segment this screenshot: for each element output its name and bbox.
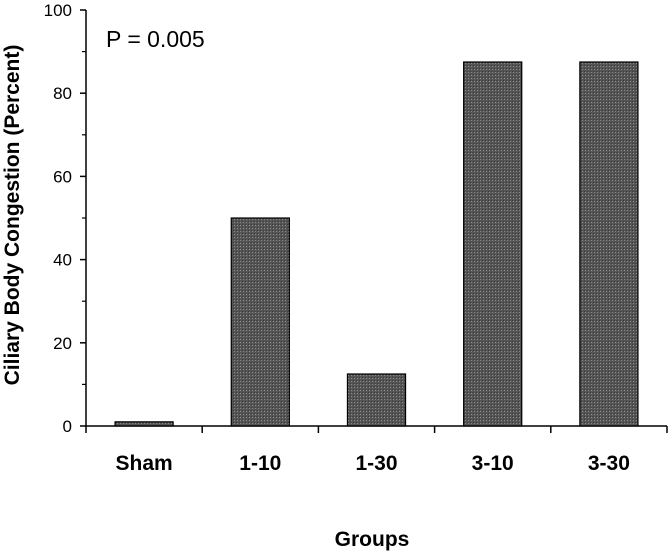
bar-3-30 bbox=[579, 61, 639, 427]
x-tick-label: 3-10 bbox=[472, 452, 514, 475]
y-tick-label: 80 bbox=[53, 84, 72, 103]
bar-1-30 bbox=[346, 373, 407, 427]
bar-1-10 bbox=[230, 217, 290, 427]
plot-area: 0 20 40 60 80 100 Sham 1-10 1-30 3-10 3-30 bbox=[44, 1, 668, 475]
x-tick-label: 3-30 bbox=[588, 452, 630, 475]
bar-sham bbox=[114, 421, 174, 427]
y-tick-label: 0 bbox=[63, 417, 72, 436]
y-tick-label: 60 bbox=[53, 167, 72, 186]
x-axis-title: Groups bbox=[335, 528, 410, 551]
x-tick-label: 1-10 bbox=[239, 452, 281, 475]
y-tick-label: 40 bbox=[53, 251, 72, 270]
y-axis-title: Ciliary Body Congestion (Percent) bbox=[1, 45, 24, 386]
x-tick-label: 1-30 bbox=[355, 452, 397, 475]
p-value-annotation: P = 0.005 bbox=[106, 26, 205, 52]
y-tick-label: 100 bbox=[44, 1, 72, 20]
x-tick-label: Sham bbox=[116, 452, 173, 475]
y-tick-label: 20 bbox=[53, 334, 72, 353]
bar-3-10 bbox=[463, 61, 523, 427]
